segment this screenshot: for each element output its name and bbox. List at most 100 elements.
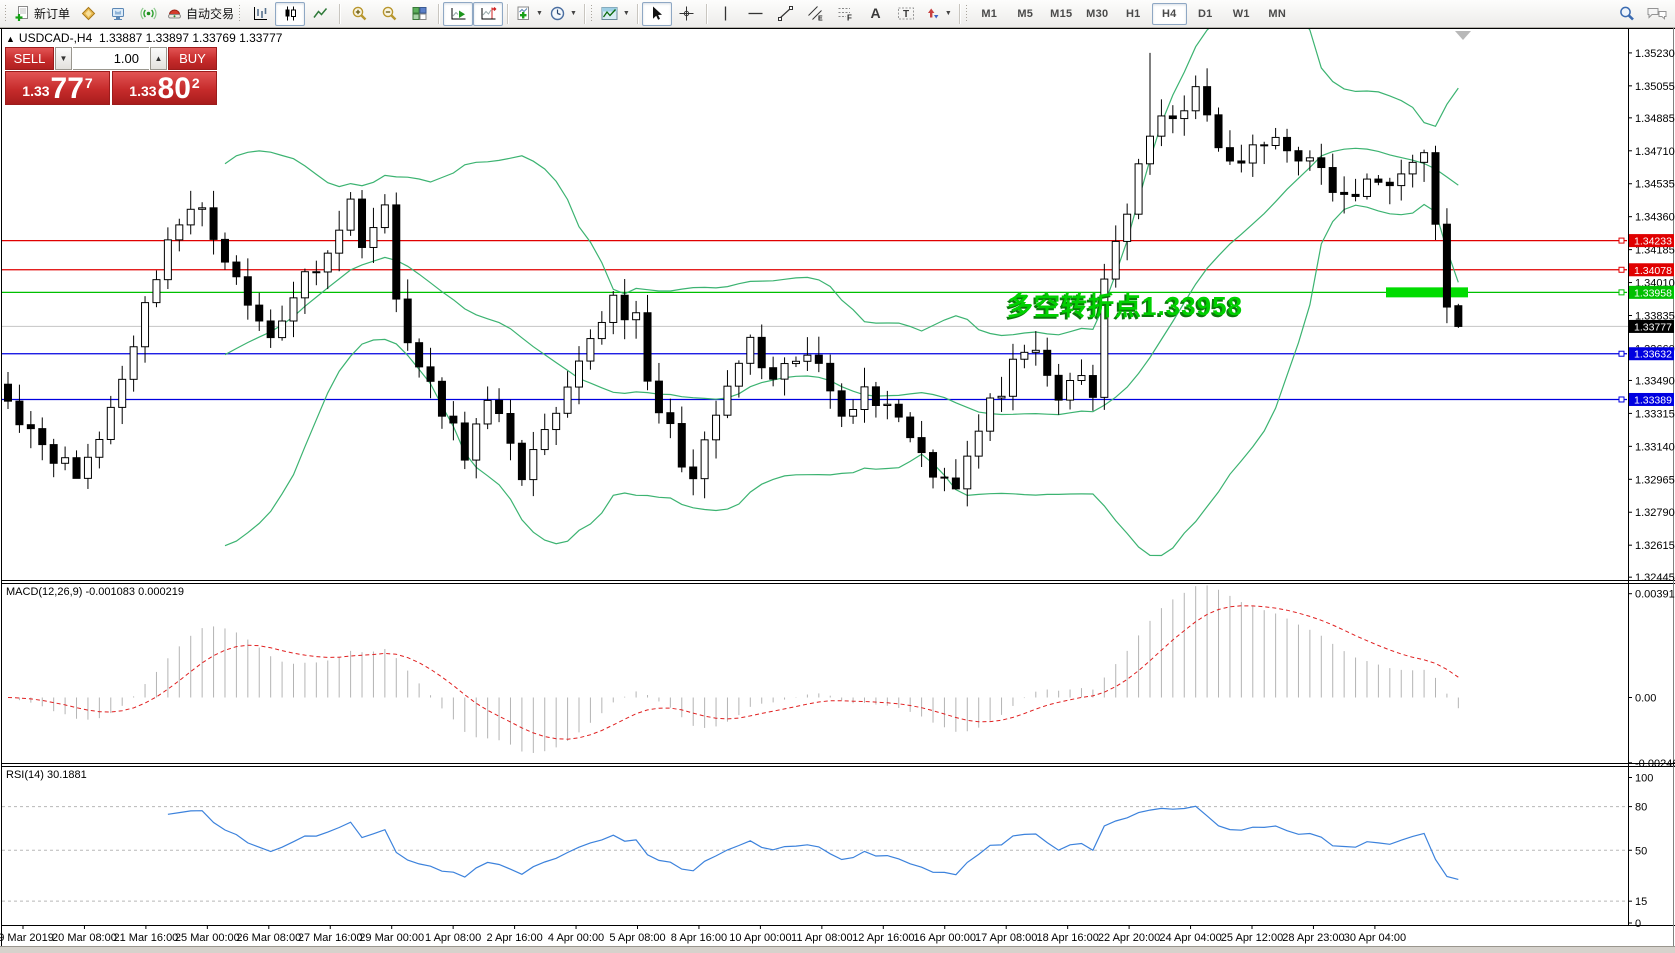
- line-chart-button[interactable]: [305, 2, 335, 26]
- svg-text:T: T: [903, 9, 909, 20]
- one-click-trading-panel: SELL ▼ ▲ BUY 1.33 77 7 1.33 80 2: [5, 47, 217, 105]
- svg-text:0: 0: [1635, 918, 1641, 930]
- vertical-line-icon: [725, 6, 727, 21]
- svg-text:5 Apr 08:00: 5 Apr 08:00: [609, 932, 665, 944]
- new-order-icon: [15, 6, 28, 21]
- terminal-button[interactable]: [103, 2, 133, 26]
- dropdown-caret-icon: ▼: [944, 10, 952, 17]
- autotrading-button[interactable]: 自动交易: [163, 2, 237, 26]
- equidistant-channel-button[interactable]: E: [801, 2, 831, 26]
- macd-histogram: [18, 585, 1459, 753]
- macd-signal-line: [7, 605, 1459, 740]
- indicators-button[interactable]: ▼: [512, 2, 546, 26]
- svg-text:1.34535: 1.34535: [1635, 179, 1675, 191]
- chart-annotation-text[interactable]: 多空转折点1.33958: [1007, 291, 1243, 321]
- timeframe-m5-button[interactable]: M5: [1017, 7, 1034, 20]
- horizontal-line-button[interactable]: [741, 2, 771, 26]
- svg-text:1.35055: 1.35055: [1635, 81, 1675, 93]
- rsi-level-lines: [2, 806, 1628, 902]
- crosshair-button[interactable]: [672, 2, 702, 26]
- timeframe-mn-button[interactable]: MN: [1268, 7, 1287, 20]
- search-icon: [1620, 6, 1634, 21]
- svg-text:1.32790: 1.32790: [1635, 507, 1675, 519]
- buy-button[interactable]: BUY: [168, 47, 217, 70]
- sell-price-display[interactable]: 1.33 77 7: [5, 71, 110, 105]
- crosshair-icon: [679, 6, 694, 21]
- chart-title: ▲ USDCAD-,H4 1.33887 1.33897 1.33769 1.33…: [6, 31, 282, 45]
- candles: [4, 52, 1463, 507]
- svg-text:1.33835: 1.33835: [1635, 311, 1675, 323]
- fibonacci-button[interactable]: F: [831, 2, 861, 26]
- periods-button[interactable]: ▼: [546, 2, 580, 26]
- tile-windows-icon: [412, 7, 427, 20]
- bollinger-bands: [224, 29, 1459, 557]
- svg-text:1.34885: 1.34885: [1635, 113, 1675, 125]
- timeframe-h1-button[interactable]: H1: [1125, 7, 1141, 20]
- auto-scroll-button[interactable]: [443, 1, 474, 26]
- volume-increase-button[interactable]: ▲: [150, 47, 167, 70]
- price-axis-badges: 1.34233 1.34078 1.33958 1.33632 1.33389 1.337…: [1629, 234, 1674, 406]
- svg-text:24 Apr 04:00: 24 Apr 04:00: [1159, 932, 1221, 944]
- bar-chart-button[interactable]: [245, 2, 275, 26]
- price-axis[interactable]: 1.35230 1.35055 1.34885 1.34710 1.34535 1.343…: [1628, 48, 1675, 930]
- sell-price-big: 77: [50, 72, 84, 105]
- svg-text:1.33632: 1.33632: [1634, 349, 1672, 361]
- svg-text:21 Mar 16:00: 21 Mar 16:00: [113, 932, 178, 944]
- new-order-button[interactable]: 新订单: [11, 2, 73, 26]
- zoom-out-button[interactable]: [374, 2, 404, 26]
- timeframe-h4-button[interactable]: H4: [1151, 2, 1187, 25]
- buy-price-display[interactable]: 1.33 80 2: [112, 71, 217, 105]
- horizontal-line-objects[interactable]: [2, 237, 1628, 403]
- svg-text:1 Apr 08:00: 1 Apr 08:00: [425, 932, 481, 944]
- svg-text:18 Apr 16:00: 18 Apr 16:00: [1036, 932, 1098, 944]
- svg-text:20 Mar 08:00: 20 Mar 08:00: [52, 932, 117, 944]
- collapse-panel-icon[interactable]: ▲: [6, 34, 15, 44]
- chart-shift-button[interactable]: [473, 1, 504, 26]
- chat-button[interactable]: [1642, 2, 1672, 26]
- volume-decrease-button[interactable]: ▼: [55, 47, 72, 70]
- text-button[interactable]: A: [861, 2, 891, 26]
- highlight-rectangle-object[interactable]: [1386, 287, 1468, 298]
- zoom-in-button[interactable]: [344, 2, 374, 26]
- timeframe-m1-button[interactable]: M1: [981, 7, 998, 20]
- toolbar-separator: [705, 3, 707, 24]
- buy-price-prefix: 1.33: [129, 83, 157, 99]
- gold-nugget-button[interactable]: [73, 2, 103, 26]
- chart-template-button[interactable]: ▼: [597, 2, 633, 26]
- scroll-marker-icon[interactable]: [1455, 31, 1471, 40]
- add-indicator-icon: [517, 6, 530, 20]
- search-button[interactable]: [1612, 2, 1642, 26]
- text-label-button[interactable]: T: [891, 2, 921, 26]
- svg-text:29 Mar 00:00: 29 Mar 00:00: [359, 932, 424, 944]
- signal-icon: [139, 7, 157, 20]
- timeframe-w1-button[interactable]: W1: [1232, 7, 1250, 20]
- svg-text:1.34233: 1.34233: [1634, 236, 1672, 248]
- arrow-objects-button[interactable]: ▼: [921, 2, 955, 26]
- volume-input[interactable]: [73, 47, 149, 70]
- trendline-button[interactable]: [771, 2, 801, 26]
- rsi-line: [167, 805, 1459, 880]
- new-order-label: 新订单: [34, 7, 71, 21]
- svg-text:80: 80: [1635, 802, 1647, 814]
- main-toolbar: 新订单: [0, 0, 1675, 28]
- sell-button[interactable]: SELL: [5, 47, 54, 70]
- tile-windows-button[interactable]: [404, 2, 434, 26]
- signals-button[interactable]: [133, 2, 163, 26]
- chart-ohlc-values: 1.33887 1.33897 1.33769 1.33777: [98, 31, 283, 45]
- template-icon: [601, 7, 618, 20]
- trade-panel-prices: 1.33 77 7 1.33 80 2: [5, 71, 217, 105]
- vertical-line-button[interactable]: [711, 2, 741, 26]
- svg-text:26 Mar 08:00: 26 Mar 08:00: [236, 932, 301, 944]
- timeframe-m30-button[interactable]: M30: [1086, 7, 1109, 20]
- svg-text:0.003917: 0.003917: [1635, 589, 1675, 601]
- timeframe-m15-button[interactable]: M15: [1050, 7, 1073, 20]
- candlestick-chart-button[interactable]: [275, 1, 306, 26]
- timeframe-d1-button[interactable]: D1: [1197, 7, 1213, 20]
- autotrading-icon: [168, 9, 182, 19]
- svg-text:1.32965: 1.32965: [1635, 474, 1675, 486]
- cursor-button[interactable]: [641, 1, 672, 26]
- timeframe-toolbar: M1 M5 M15 M30 H1 H4 D1 W1 MN: [972, 2, 1295, 25]
